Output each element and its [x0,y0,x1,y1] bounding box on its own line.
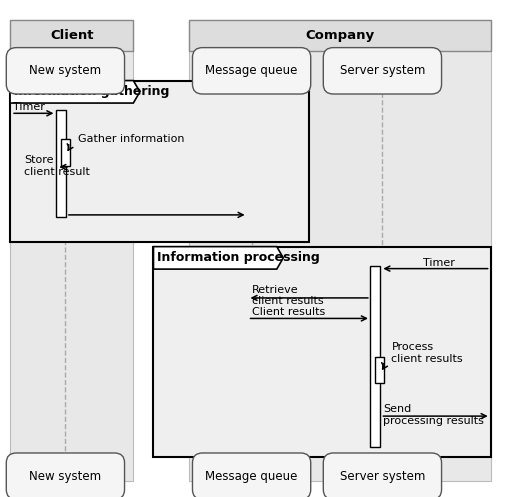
Text: Timer: Timer [13,102,44,112]
Text: New system: New system [30,64,101,78]
FancyBboxPatch shape [192,48,310,94]
Bar [56,110,66,217]
Text: Server system: Server system [339,470,425,483]
Bar [153,247,490,457]
FancyBboxPatch shape [6,453,124,497]
Text: New system: New system [30,470,101,483]
Bar [10,81,309,242]
Text: Process
client results: Process client results [391,342,462,364]
Bar [375,356,384,383]
Text: Message queue: Message queue [205,64,297,78]
Text: Server system: Server system [339,64,425,78]
FancyBboxPatch shape [188,19,490,481]
Polygon shape [10,81,139,103]
Text: Store
client result: Store client result [24,155,90,177]
FancyBboxPatch shape [10,19,133,51]
Text: Send
processing results: Send processing results [383,404,484,426]
Polygon shape [153,247,282,269]
Text: Retrieve
client results: Retrieve client results [251,285,323,306]
FancyBboxPatch shape [192,453,310,497]
FancyBboxPatch shape [323,48,441,94]
Text: Client results: Client results [251,308,324,318]
FancyBboxPatch shape [10,19,133,481]
Text: Company: Company [304,29,374,42]
Text: Information gathering: Information gathering [14,85,169,98]
Text: Information processing: Information processing [157,251,320,264]
Bar [370,266,380,447]
FancyBboxPatch shape [188,19,490,51]
FancyBboxPatch shape [6,48,124,94]
Text: Timer: Timer [422,257,454,268]
Text: Client: Client [50,29,93,42]
FancyBboxPatch shape [323,453,441,497]
Bar [61,139,70,166]
Text: Message queue: Message queue [205,470,297,483]
Text: Gather information: Gather information [78,134,184,144]
